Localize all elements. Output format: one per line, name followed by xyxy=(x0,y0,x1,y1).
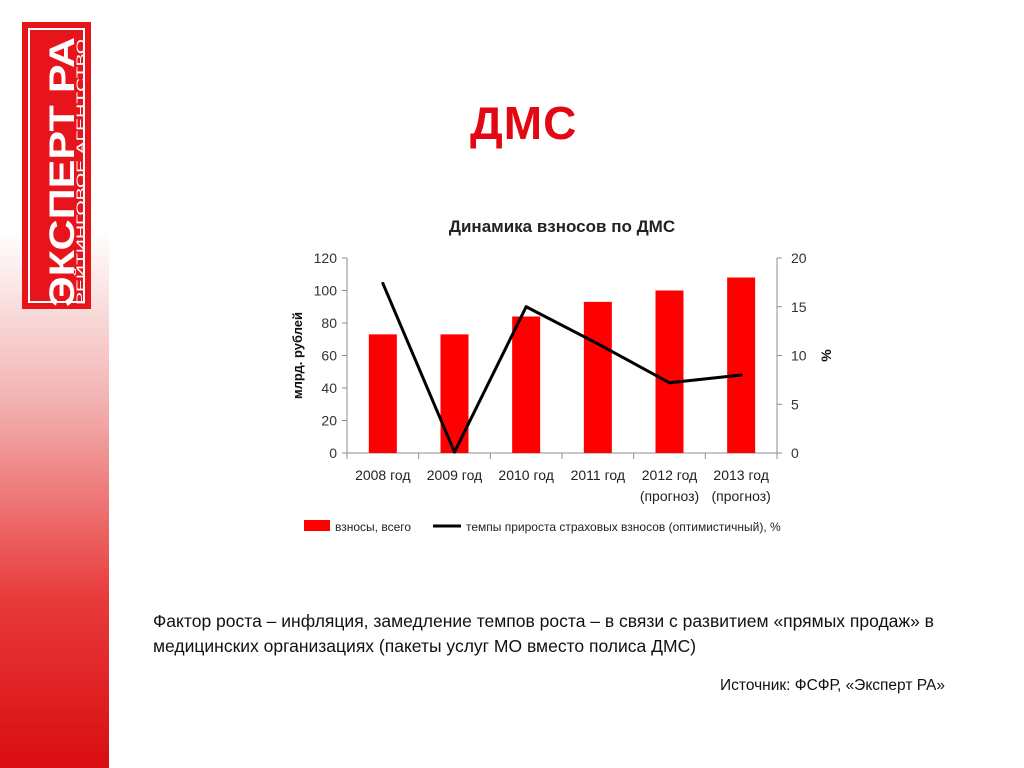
y-tick-label: 40 xyxy=(321,380,337,396)
slide-title: ДМС xyxy=(470,97,578,149)
y2-tick-label: 5 xyxy=(791,396,799,412)
y2-tick-label: 15 xyxy=(791,299,807,315)
y-axis-label: млрд. рублей xyxy=(290,312,305,399)
y-tick-label: 120 xyxy=(314,250,338,266)
line-point xyxy=(596,342,600,346)
logo: ЭКСПЕРТ РА РЕЙТИНГОВОЕ АГЕНТСТВО xyxy=(22,22,91,309)
y-tick-label: 60 xyxy=(321,348,337,364)
bar xyxy=(727,277,756,453)
bar xyxy=(368,334,397,453)
growth-line xyxy=(381,282,742,454)
y-tick-label: 0 xyxy=(329,445,337,461)
body-text: Фактор роста – инфляция, замедление темп… xyxy=(153,611,934,656)
source-note: Источник: ФСФР, «Эксперт РА» xyxy=(720,677,945,694)
logo-main-text: ЭКСПЕРТ РА xyxy=(43,37,82,307)
logo-sub-text: РЕЙТИНГОВОЕ АГЕНТСТВО xyxy=(73,39,88,305)
y2-tick-label: 10 xyxy=(791,348,807,364)
logo-frame xyxy=(28,28,85,303)
x-tick-label: (прогноз) xyxy=(640,488,699,504)
y2-axis-label: % xyxy=(818,349,834,362)
y2-tick-label: 0 xyxy=(791,445,799,461)
chart: Динамика взносов по ДМС 0 20 40 60 80 100 120 0 5… xyxy=(290,217,834,534)
y-tick-label: 80 xyxy=(321,315,337,331)
y-tick-label: 100 xyxy=(314,283,338,299)
y-tick-label: 20 xyxy=(321,413,337,429)
x-tick-label: 2010 год xyxy=(498,467,553,483)
line-point xyxy=(524,305,528,309)
legend-label-bars: взносы, всего xyxy=(335,520,411,534)
line-point xyxy=(381,281,385,285)
legend-swatch-bars xyxy=(304,520,330,531)
chart-title: Динамика взносов по ДМС xyxy=(449,217,675,236)
x-tick-label: 2011 год xyxy=(571,467,625,483)
bar xyxy=(655,290,684,453)
x-tick-label: 2012 год xyxy=(642,467,697,483)
y2-tick-label: 20 xyxy=(791,250,807,266)
line-point xyxy=(453,450,456,454)
x-tick-label: (прогноз) xyxy=(711,488,770,504)
bar xyxy=(583,301,612,453)
bar xyxy=(512,316,541,453)
x-tick-label: 2013 год xyxy=(713,467,768,483)
legend-label-line: темпы прироста страховых взносов (оптими… xyxy=(466,520,781,534)
line-point xyxy=(668,381,671,385)
x-tick-label: 2009 год xyxy=(427,467,482,483)
line-point xyxy=(739,373,743,377)
x-tick-label: 2008 год xyxy=(355,467,410,483)
